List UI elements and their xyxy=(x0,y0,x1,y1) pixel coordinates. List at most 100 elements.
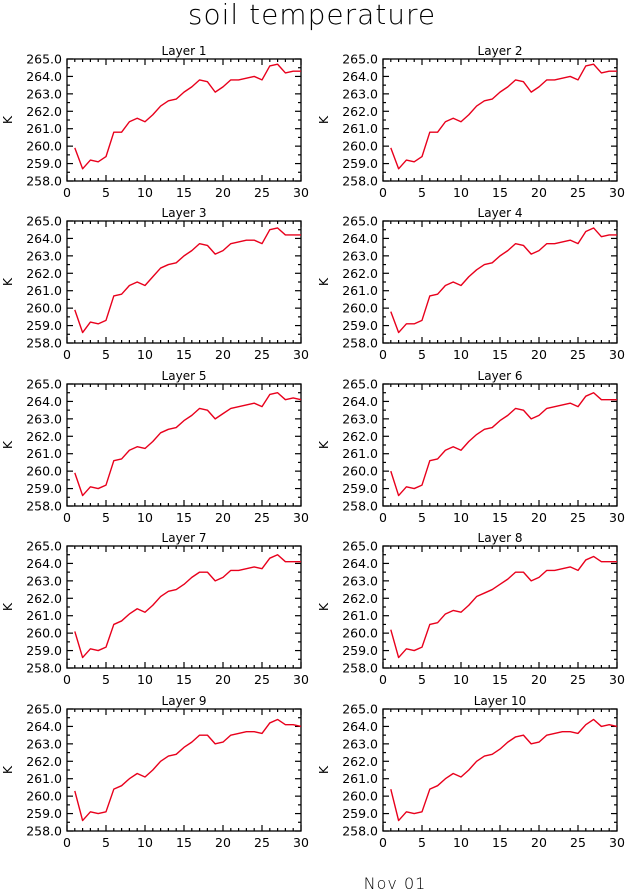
panel-layer-3: Layer 3 0 5 10 15 20 25 30 258.0 259.0 260.0 261.0 2… xyxy=(0,206,309,362)
y-tick-label: 261.0 xyxy=(26,446,62,461)
x-tick-label: 30 xyxy=(609,672,625,687)
series-line xyxy=(390,227,617,334)
y-tick-label: 265.0 xyxy=(26,702,62,717)
y-tick-label: 265.0 xyxy=(26,377,62,392)
y-tick-label: 263.0 xyxy=(342,736,378,751)
x-tick-label: 15 xyxy=(176,347,192,362)
y-axis-label: K xyxy=(0,440,15,449)
series-line xyxy=(390,392,617,497)
x-tick-label: 10 xyxy=(137,672,153,687)
y-tick-label: 263.0 xyxy=(342,248,378,263)
y-tick-label: 265.0 xyxy=(342,539,378,554)
y-tick-label: 263.0 xyxy=(342,411,378,426)
y-tick-label: 262.0 xyxy=(26,429,62,444)
series-line xyxy=(390,718,618,822)
y-tick-label: 259.0 xyxy=(26,806,62,821)
x-tick-label: 20 xyxy=(215,347,231,362)
y-tick-label: 264.0 xyxy=(342,69,378,84)
x-tick-label: 30 xyxy=(609,347,625,362)
y-tick-label: 258.0 xyxy=(26,499,62,514)
panel-layer-2: Layer 2 0 5 10 15 20 25 30 258.0 259.0 260.0 261.0 2… xyxy=(316,44,625,200)
figure-title: soil temperature xyxy=(188,0,436,31)
x-tick-label: 5 xyxy=(102,835,110,850)
y-tick-label: 261.0 xyxy=(342,608,378,623)
x-tick-label: 5 xyxy=(418,835,426,850)
series-line xyxy=(74,227,301,334)
y-tick-label: 260.0 xyxy=(26,139,62,154)
y-tick-label: 260.0 xyxy=(342,626,378,641)
y-tick-label: 260.0 xyxy=(342,464,378,479)
x-tick-label: 20 xyxy=(531,347,547,362)
x-tick-label: 10 xyxy=(453,347,469,362)
y-tick-label: 262.0 xyxy=(342,104,378,119)
y-tick-label: 258.0 xyxy=(342,499,378,514)
panel-layer-10: Layer 10 0 5 10 15 20 25 30 258.0 259.0 260.0 261.0… xyxy=(316,694,625,850)
panel-title: Layer 8 xyxy=(478,531,523,545)
y-axis-label: K xyxy=(316,115,331,124)
y-axis-label: K xyxy=(0,115,15,124)
y-axis-label: K xyxy=(316,277,331,286)
figure-footer: Nov 01 xyxy=(364,874,427,892)
y-tick-label: 261.0 xyxy=(26,283,62,298)
x-tick-label: 0 xyxy=(379,185,387,200)
y-tick-label: 262.0 xyxy=(342,754,378,769)
x-tick-label: 0 xyxy=(63,672,71,687)
panel-layer-8: Layer 8 0 5 10 15 20 25 30 258.0 259.0 260.0 261.0 2… xyxy=(316,531,625,687)
series-line xyxy=(74,554,301,659)
x-tick-label: 5 xyxy=(102,672,110,687)
series-line xyxy=(74,392,302,497)
plot-frame xyxy=(382,220,618,344)
series-line xyxy=(74,718,302,822)
y-tick-label: 263.0 xyxy=(26,248,62,263)
panel-layer-6: Layer 6 0 5 10 15 20 25 30 258.0 259.0 260.0 261.0 2… xyxy=(316,369,625,525)
y-tick-label: 264.0 xyxy=(342,719,378,734)
x-tick-label: 5 xyxy=(418,510,426,525)
x-tick-label: 5 xyxy=(102,510,110,525)
y-tick-label: 260.0 xyxy=(26,301,62,316)
x-tick-label: 0 xyxy=(63,510,71,525)
x-tick-label: 25 xyxy=(254,510,270,525)
x-tick-label: 25 xyxy=(570,185,586,200)
y-tick-label: 265.0 xyxy=(342,377,378,392)
y-tick-label: 261.0 xyxy=(26,608,62,623)
y-tick-label: 265.0 xyxy=(26,539,62,554)
x-tick-label: 0 xyxy=(63,347,71,362)
y-tick-label: 260.0 xyxy=(342,789,378,804)
y-tick-label: 264.0 xyxy=(26,231,62,246)
x-tick-label: 25 xyxy=(570,835,586,850)
x-tick-label: 0 xyxy=(63,835,71,850)
x-tick-label: 10 xyxy=(137,835,153,850)
panel-layer-7: Layer 7 0 5 10 15 20 25 30 258.0 259.0 260.0 261.0 2… xyxy=(0,531,309,687)
y-tick-label: 263.0 xyxy=(26,736,62,751)
panel-title: Layer 7 xyxy=(162,531,207,545)
x-tick-label: 25 xyxy=(254,835,270,850)
x-tick-label: 25 xyxy=(570,347,586,362)
x-tick-label: 30 xyxy=(293,510,309,525)
y-axis-label: K xyxy=(0,765,15,774)
y-tick-label: 259.0 xyxy=(26,156,62,171)
y-tick-label: 259.0 xyxy=(26,643,62,658)
x-tick-label: 10 xyxy=(453,185,469,200)
y-tick-label: 263.0 xyxy=(26,411,62,426)
panel-title: Layer 6 xyxy=(478,369,523,383)
x-tick-label: 15 xyxy=(176,835,192,850)
x-tick-label: 10 xyxy=(453,835,469,850)
x-tick-label: 20 xyxy=(215,510,231,525)
y-tick-label: 265.0 xyxy=(342,214,378,229)
x-tick-label: 0 xyxy=(379,347,387,362)
x-tick-label: 0 xyxy=(379,835,387,850)
y-tick-label: 264.0 xyxy=(342,231,378,246)
x-tick-label: 30 xyxy=(293,347,309,362)
y-tick-label: 265.0 xyxy=(26,214,62,229)
panel-title: Layer 2 xyxy=(478,44,523,58)
y-tick-label: 260.0 xyxy=(26,626,62,641)
panel-title: Layer 1 xyxy=(162,44,207,58)
y-tick-label: 258.0 xyxy=(342,336,378,351)
y-axis-label: K xyxy=(316,765,331,774)
y-tick-label: 260.0 xyxy=(26,464,62,479)
panel-grid: Layer 1 0 5 10 15 20 25 30 258.0 259.0 260.0 261.0 2… xyxy=(0,44,625,850)
y-tick-label: 262.0 xyxy=(26,591,62,606)
y-tick-label: 260.0 xyxy=(342,139,378,154)
y-tick-label: 259.0 xyxy=(342,643,378,658)
x-tick-label: 0 xyxy=(379,672,387,687)
